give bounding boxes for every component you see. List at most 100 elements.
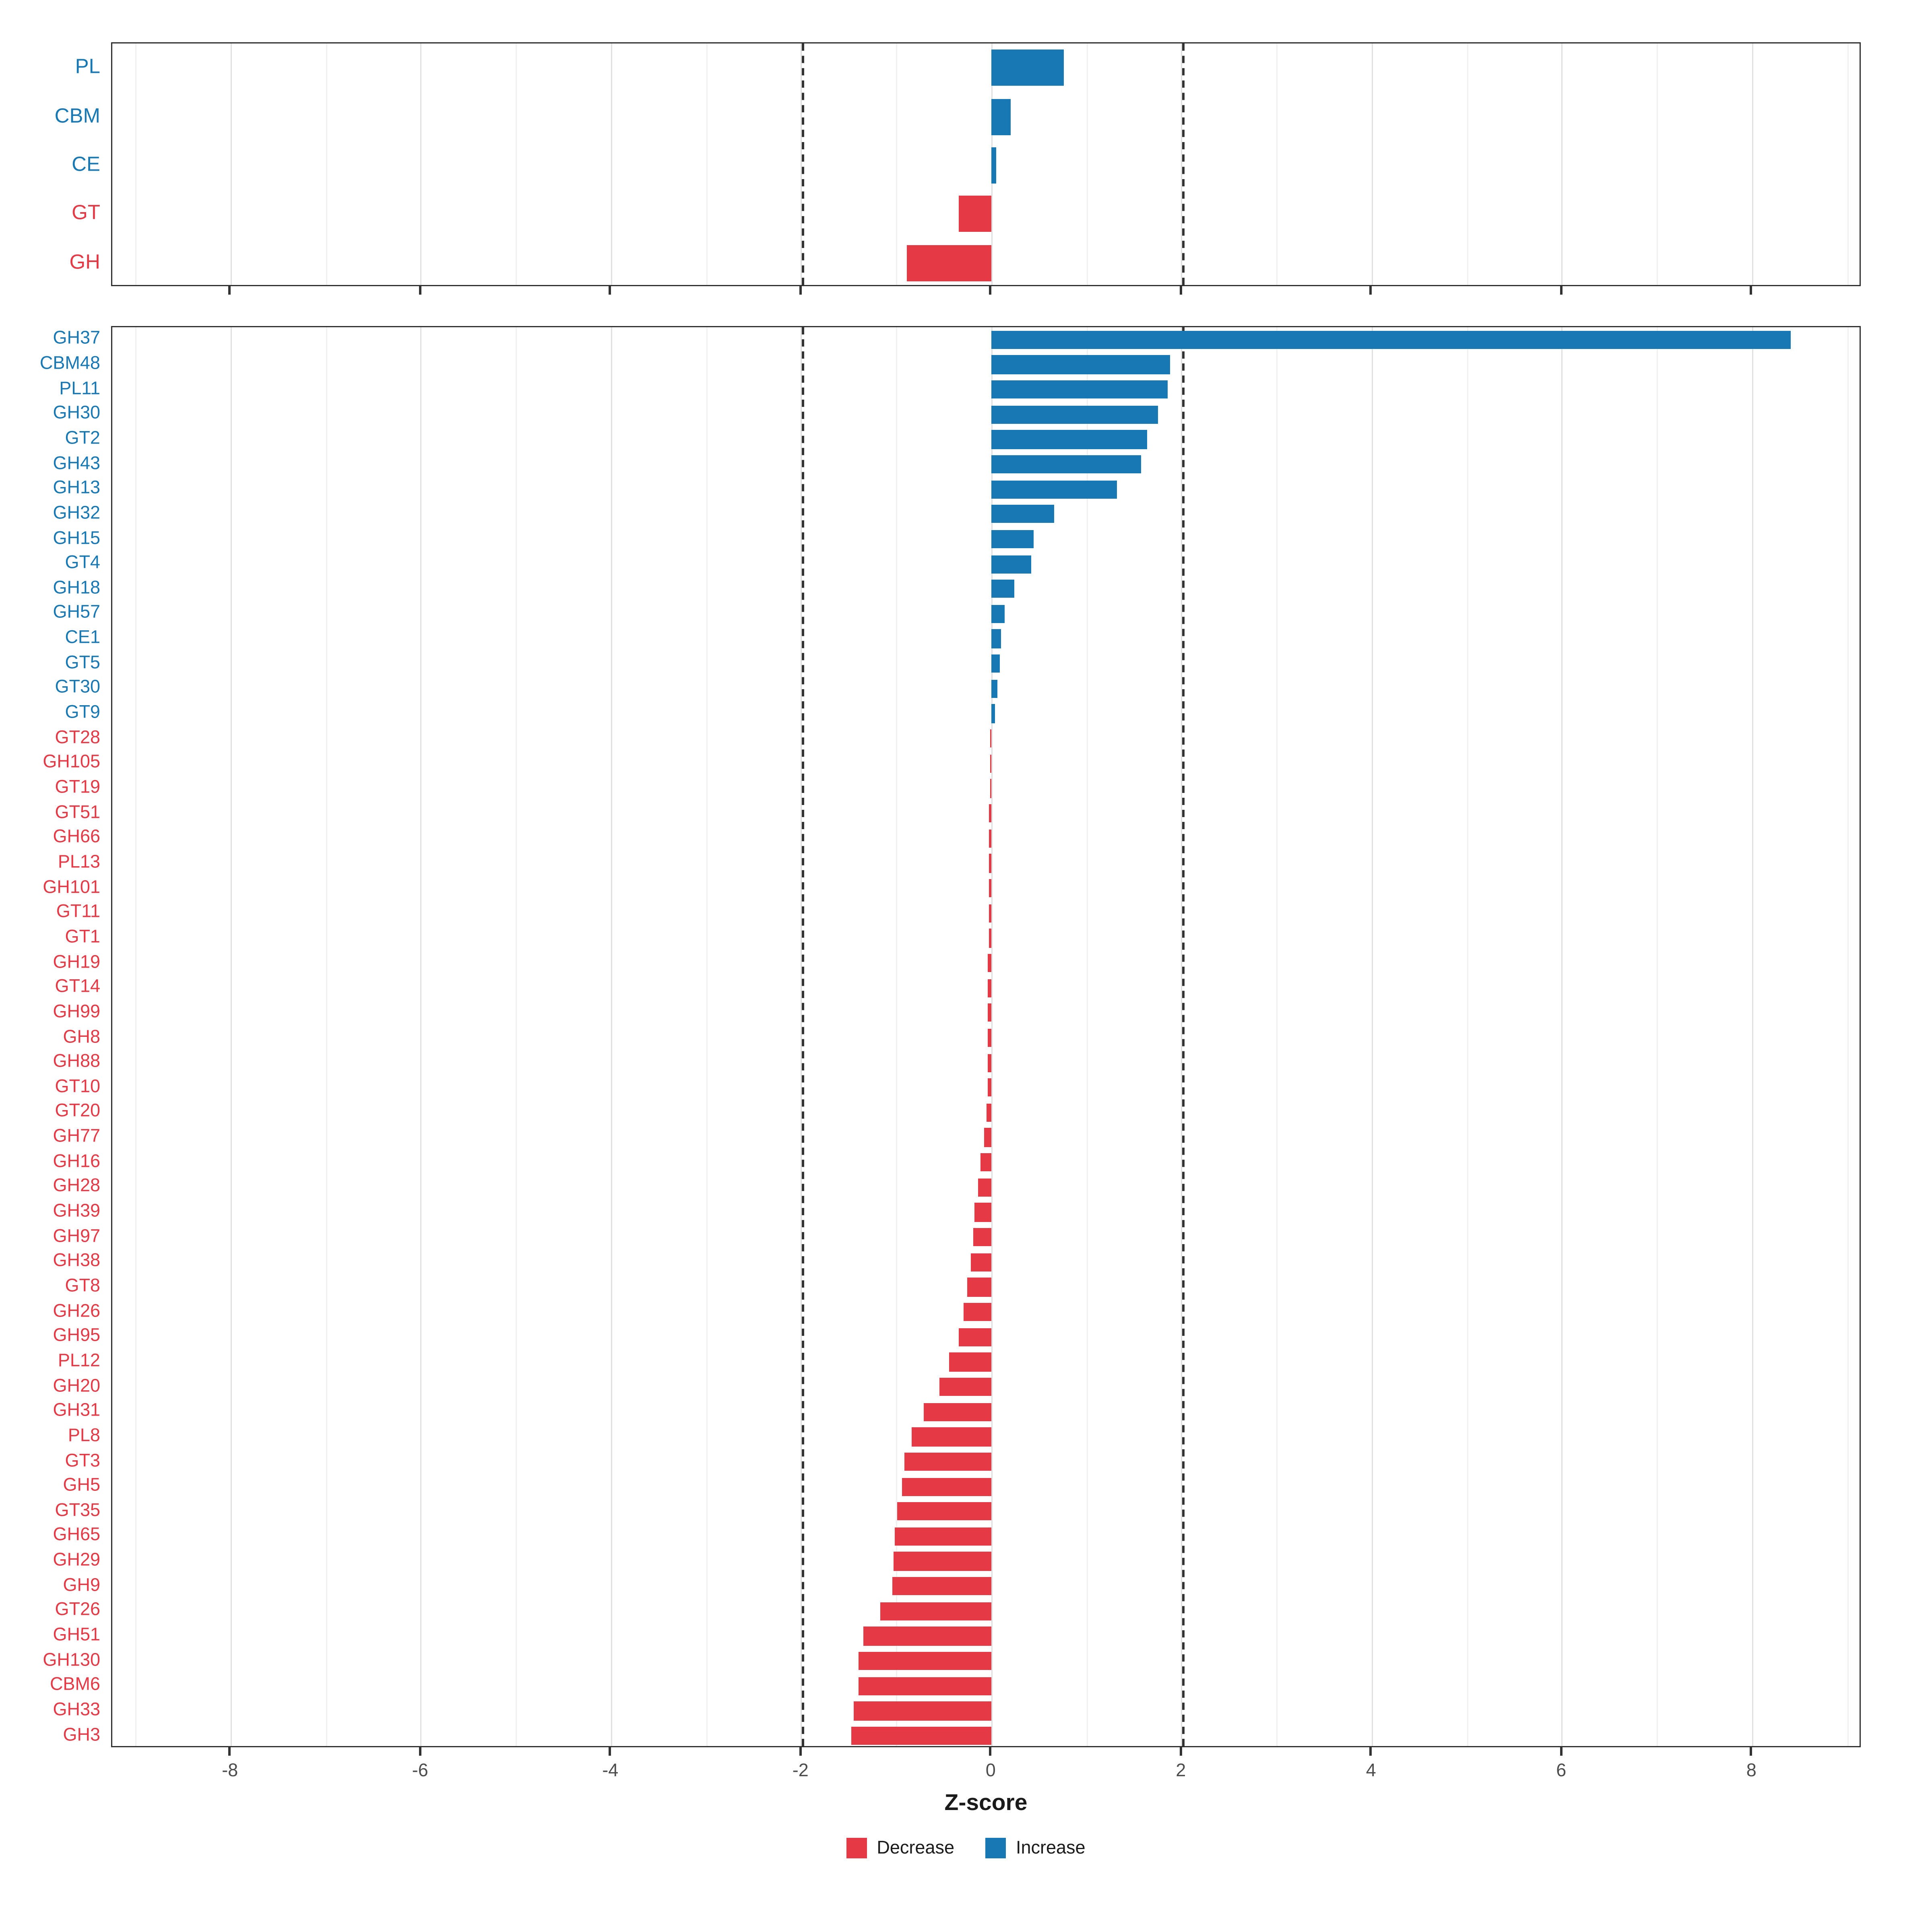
bar xyxy=(958,196,992,232)
bar xyxy=(992,605,1005,623)
row-label: GT xyxy=(72,201,100,225)
bar xyxy=(989,804,992,823)
row-label: GH51 xyxy=(53,1624,100,1645)
bar xyxy=(906,245,992,281)
bar xyxy=(989,829,992,848)
bar xyxy=(992,147,997,184)
legend-swatch-increase xyxy=(985,1838,1006,1858)
x-axis-title: Z-score xyxy=(944,1791,1028,1816)
row-label: GH3 xyxy=(63,1724,100,1745)
gridline xyxy=(896,43,898,285)
row-label: GH77 xyxy=(53,1126,100,1147)
gridline xyxy=(1562,43,1563,285)
x-tick xyxy=(419,286,421,295)
bar xyxy=(992,630,1001,648)
x-tick xyxy=(1560,1747,1563,1756)
legend-label-decrease: Decrease xyxy=(877,1838,954,1858)
row-label: GH30 xyxy=(53,403,100,424)
row-label: GH39 xyxy=(53,1201,100,1222)
row-label: GH97 xyxy=(53,1226,100,1247)
bar xyxy=(992,430,1147,449)
row-label: GH31 xyxy=(53,1400,100,1421)
gridline xyxy=(1086,327,1088,1746)
bar xyxy=(988,1003,992,1022)
gridline xyxy=(991,327,993,1746)
x-tick-label: -6 xyxy=(412,1761,428,1781)
bar xyxy=(971,1253,992,1271)
bar xyxy=(973,1228,992,1247)
row-label: GH32 xyxy=(53,503,100,524)
gridline xyxy=(1371,327,1373,1746)
row-label: GH33 xyxy=(53,1699,100,1720)
bar xyxy=(967,1278,992,1296)
row-label: GH101 xyxy=(43,877,100,898)
bar xyxy=(939,1377,992,1396)
x-tick-label: 4 xyxy=(1366,1761,1376,1781)
row-label: GH5 xyxy=(63,1475,100,1496)
x-tick-label: 2 xyxy=(1176,1761,1186,1781)
x-tick xyxy=(989,286,992,295)
row-label: PL8 xyxy=(68,1425,100,1446)
row-label: GH37 xyxy=(53,328,100,349)
bar xyxy=(989,904,992,923)
bar xyxy=(923,1402,992,1421)
x-tick-label: 0 xyxy=(985,1761,996,1781)
row-label: GH15 xyxy=(53,528,100,549)
families-panel xyxy=(111,326,1861,1747)
bar xyxy=(989,854,992,873)
row-label: PL11 xyxy=(59,378,100,399)
row-label: GT8 xyxy=(65,1276,100,1296)
bar xyxy=(992,505,1055,524)
row-label: GT3 xyxy=(65,1450,100,1471)
gridline xyxy=(1562,327,1563,1746)
row-label: GH18 xyxy=(53,577,100,598)
bar xyxy=(977,1178,992,1197)
gridline xyxy=(326,43,327,285)
gridline xyxy=(1276,43,1278,285)
bar xyxy=(984,1128,992,1147)
row-label: GH43 xyxy=(53,453,100,474)
row-label: GH8 xyxy=(63,1026,100,1047)
row-label: GH16 xyxy=(53,1151,100,1172)
row-label: GT5 xyxy=(65,652,100,673)
row-label: GH28 xyxy=(53,1176,100,1197)
bar xyxy=(901,1477,992,1496)
gridline xyxy=(326,327,327,1746)
x-tick xyxy=(1750,1747,1753,1756)
row-label: GH95 xyxy=(53,1325,100,1346)
bar xyxy=(992,330,1791,349)
legend: Decrease Increase xyxy=(0,1838,1932,1858)
bar xyxy=(911,1427,992,1446)
bar xyxy=(992,530,1034,549)
x-tick xyxy=(989,1747,992,1756)
bar xyxy=(895,1527,992,1546)
bar xyxy=(974,1203,992,1222)
bar xyxy=(963,1303,992,1321)
bar xyxy=(980,1153,992,1172)
x-tick xyxy=(1560,286,1563,295)
bar xyxy=(989,879,992,898)
x-tick xyxy=(1179,1747,1182,1756)
classes-panel xyxy=(111,42,1861,286)
row-label: GT26 xyxy=(55,1600,100,1620)
gridline xyxy=(1467,327,1468,1746)
reference-line xyxy=(801,327,804,1746)
row-label: GH xyxy=(69,250,101,273)
bar xyxy=(987,1028,992,1047)
gridline xyxy=(230,327,232,1746)
bar xyxy=(992,555,1031,574)
bar xyxy=(986,1103,992,1122)
row-label: GH65 xyxy=(53,1525,100,1546)
bar xyxy=(992,704,995,723)
bar xyxy=(989,929,992,947)
legend-item-increase: Increase xyxy=(985,1838,1086,1858)
gridline xyxy=(1657,43,1658,285)
bar xyxy=(894,1552,992,1571)
legend-item-decrease: Decrease xyxy=(846,1838,954,1858)
x-tick xyxy=(609,286,612,295)
bar xyxy=(990,729,992,748)
x-tick xyxy=(229,286,231,295)
row-label: GT4 xyxy=(65,552,100,573)
bar xyxy=(987,1078,992,1097)
